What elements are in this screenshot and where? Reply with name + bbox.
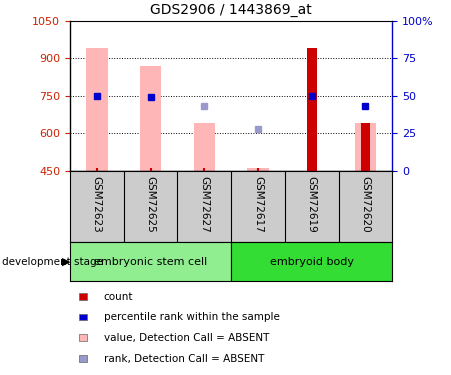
Text: embryonic stem cell: embryonic stem cell xyxy=(94,256,207,267)
Text: GSM72617: GSM72617 xyxy=(253,176,263,233)
Text: ▶: ▶ xyxy=(62,256,71,267)
Bar xyxy=(86,48,107,171)
Text: value, Detection Call = ABSENT: value, Detection Call = ABSENT xyxy=(104,333,269,343)
Bar xyxy=(193,123,215,171)
Text: GSM72627: GSM72627 xyxy=(199,176,209,233)
Text: GSM72619: GSM72619 xyxy=(307,176,317,233)
Text: embryoid body: embryoid body xyxy=(270,256,354,267)
Bar xyxy=(355,123,376,171)
Bar xyxy=(307,48,317,171)
Text: GSM72623: GSM72623 xyxy=(92,176,102,233)
Bar xyxy=(247,168,269,171)
Text: GSM72620: GSM72620 xyxy=(360,176,371,233)
Text: development stage: development stage xyxy=(2,256,103,267)
Bar xyxy=(70,242,231,281)
Text: percentile rank within the sample: percentile rank within the sample xyxy=(104,312,280,322)
Text: rank, Detection Call = ABSENT: rank, Detection Call = ABSENT xyxy=(104,354,264,364)
Title: GDS2906 / 1443869_at: GDS2906 / 1443869_at xyxy=(150,3,312,17)
Bar xyxy=(231,242,392,281)
Bar xyxy=(361,123,370,171)
Text: count: count xyxy=(104,292,133,302)
Bar xyxy=(140,66,161,171)
Text: GSM72625: GSM72625 xyxy=(146,176,156,233)
